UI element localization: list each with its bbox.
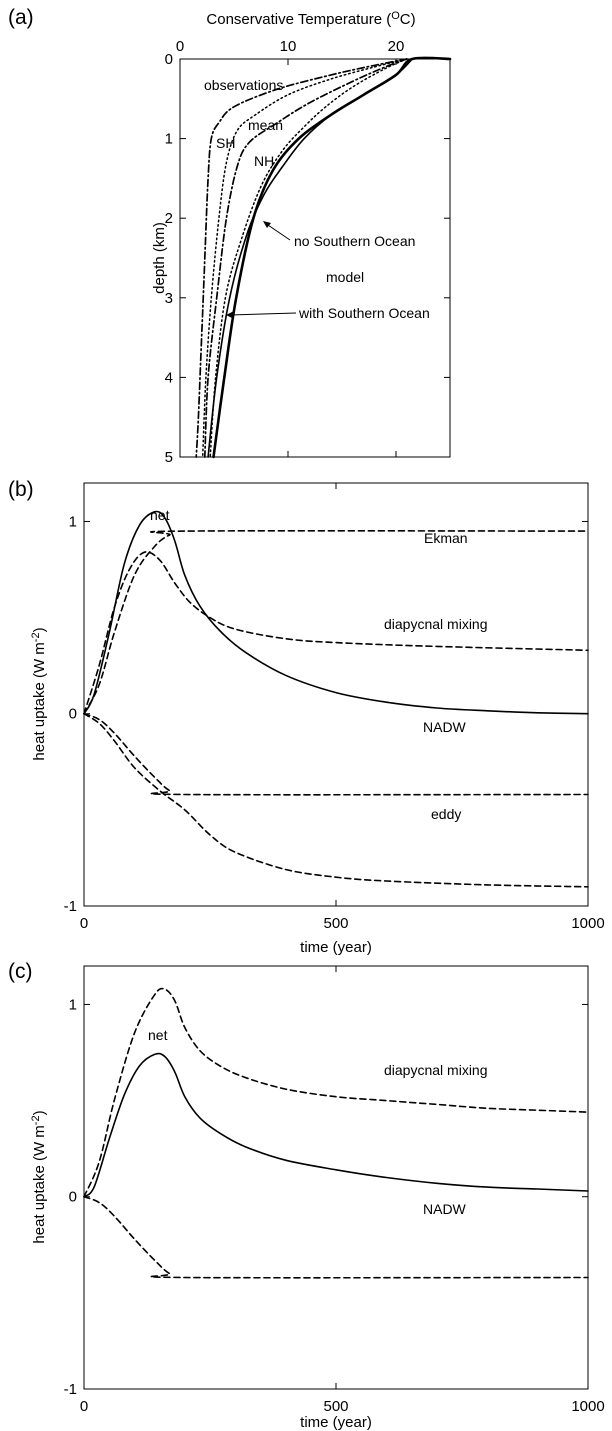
annotation-nadw-b: NADW <box>423 719 467 735</box>
x-tick-label: 0 <box>80 1398 88 1415</box>
annotation-sh: SH <box>216 135 235 151</box>
annotation-net-c: net <box>148 1027 168 1043</box>
panel-a-ylabel: depth (km) <box>151 222 168 294</box>
panel-c-series <box>83 987 589 1279</box>
series-line-net <box>83 510 589 715</box>
panel-a-xlabel: Conservative Temperature (OC) <box>206 10 415 28</box>
series-line-net <box>83 1052 589 1198</box>
panel-b-ylabel: heat uptake (W m-2) <box>30 627 48 760</box>
series-line-nadw <box>83 1195 589 1279</box>
annotation-net-b: net <box>150 507 170 523</box>
panel-c-label: (c) <box>8 960 33 983</box>
y-tick-label: -1 <box>64 898 77 915</box>
annotation-observations: observations <box>204 77 283 93</box>
series-line-eddy <box>83 712 589 888</box>
y-tick-label: 3 <box>165 290 173 307</box>
panel-b-frame <box>83 482 589 907</box>
panel-b-ticks: 0 500 1000-101 <box>64 483 605 932</box>
series-line-with-southern-ocean <box>207 58 413 458</box>
y-tick-label: 1 <box>69 513 77 530</box>
annotation-with-southern-ocean: with Southern Ocean <box>298 305 430 321</box>
y-tick-label: 1 <box>165 131 173 148</box>
annotation-nadw-c: NADW <box>423 1201 467 1217</box>
panel-c-xlabel: time (year) <box>300 1414 372 1431</box>
series-line-nh <box>203 58 408 458</box>
panel-c-ticks: 0 500 1000-101 <box>64 966 605 1415</box>
y-tick-label: 0 <box>165 51 173 68</box>
y-tick-label: 5 <box>165 449 173 466</box>
arrowhead-with-southern-ocean <box>226 311 234 319</box>
panel-c: (c) 0 500 1000-101 heat uptake (W m-2) tim… <box>8 960 605 1431</box>
y-tick-label: 0 <box>69 1189 77 1206</box>
x-tick-label: 10 <box>280 38 297 55</box>
panel-b: (b) 0 500 1000-101 heat uptake (W m-2) tim… <box>8 478 605 956</box>
series-line-diapycnal-mixing <box>83 551 589 715</box>
annotation-no-southern-ocean: no Southern Ocean <box>294 233 415 249</box>
annotation-eddy: eddy <box>431 806 461 822</box>
arrow-no-southern-ocean <box>264 222 291 241</box>
annotation-arrows <box>226 221 297 319</box>
series-line-mean <box>201 58 408 458</box>
y-tick-label: -1 <box>64 1381 77 1398</box>
series-line-diapycnal-mixing <box>83 987 589 1198</box>
series-line-observations <box>209 58 408 458</box>
series-line-sh <box>195 58 408 458</box>
annotation-nh: NH <box>254 153 274 169</box>
y-tick-label: 2 <box>165 210 173 227</box>
panel-b-series <box>83 510 589 888</box>
annotation-ekman: Ekman <box>424 530 468 546</box>
panel-a-ticks: 0 10 20 0 1 2 3 4 5 <box>165 38 450 466</box>
panel-a-frame <box>179 58 451 458</box>
annotation-model: model <box>326 269 364 285</box>
x-tick-label: 500 <box>323 915 348 932</box>
arrowhead-no-southern-ocean <box>263 221 271 228</box>
y-tick-label: 1 <box>69 996 77 1013</box>
annotation-diapycnal-c: diapycnal mixing <box>384 1062 488 1078</box>
series-line-ekman <box>83 529 589 715</box>
annotation-diapycnal-b: diapycnal mixing <box>384 616 488 632</box>
x-tick-label: 1000 <box>571 915 604 932</box>
x-tick-label: 0 <box>80 915 88 932</box>
series-line-nadw <box>83 712 589 796</box>
x-tick-label: 500 <box>323 1398 348 1415</box>
x-tick-label: 20 <box>388 38 405 55</box>
x-tick-label: 0 <box>176 38 184 55</box>
panel-c-ylabel: heat uptake (W m-2) <box>30 1110 48 1243</box>
panel-a-label: (a) <box>8 6 34 29</box>
panel-a: (a) Conservative Temperature (OC) 0 10 200… <box>8 6 452 466</box>
panel-b-label: (b) <box>8 478 34 501</box>
arrow-with-southern-ocean <box>229 312 297 316</box>
y-tick-label: 4 <box>165 369 173 386</box>
y-tick-label: 0 <box>69 706 77 723</box>
annotation-mean: mean <box>248 117 283 133</box>
x-tick-label: 1000 <box>571 1398 604 1415</box>
panel-a-series <box>195 56 452 459</box>
panel-b-xlabel: time (year) <box>300 939 372 956</box>
